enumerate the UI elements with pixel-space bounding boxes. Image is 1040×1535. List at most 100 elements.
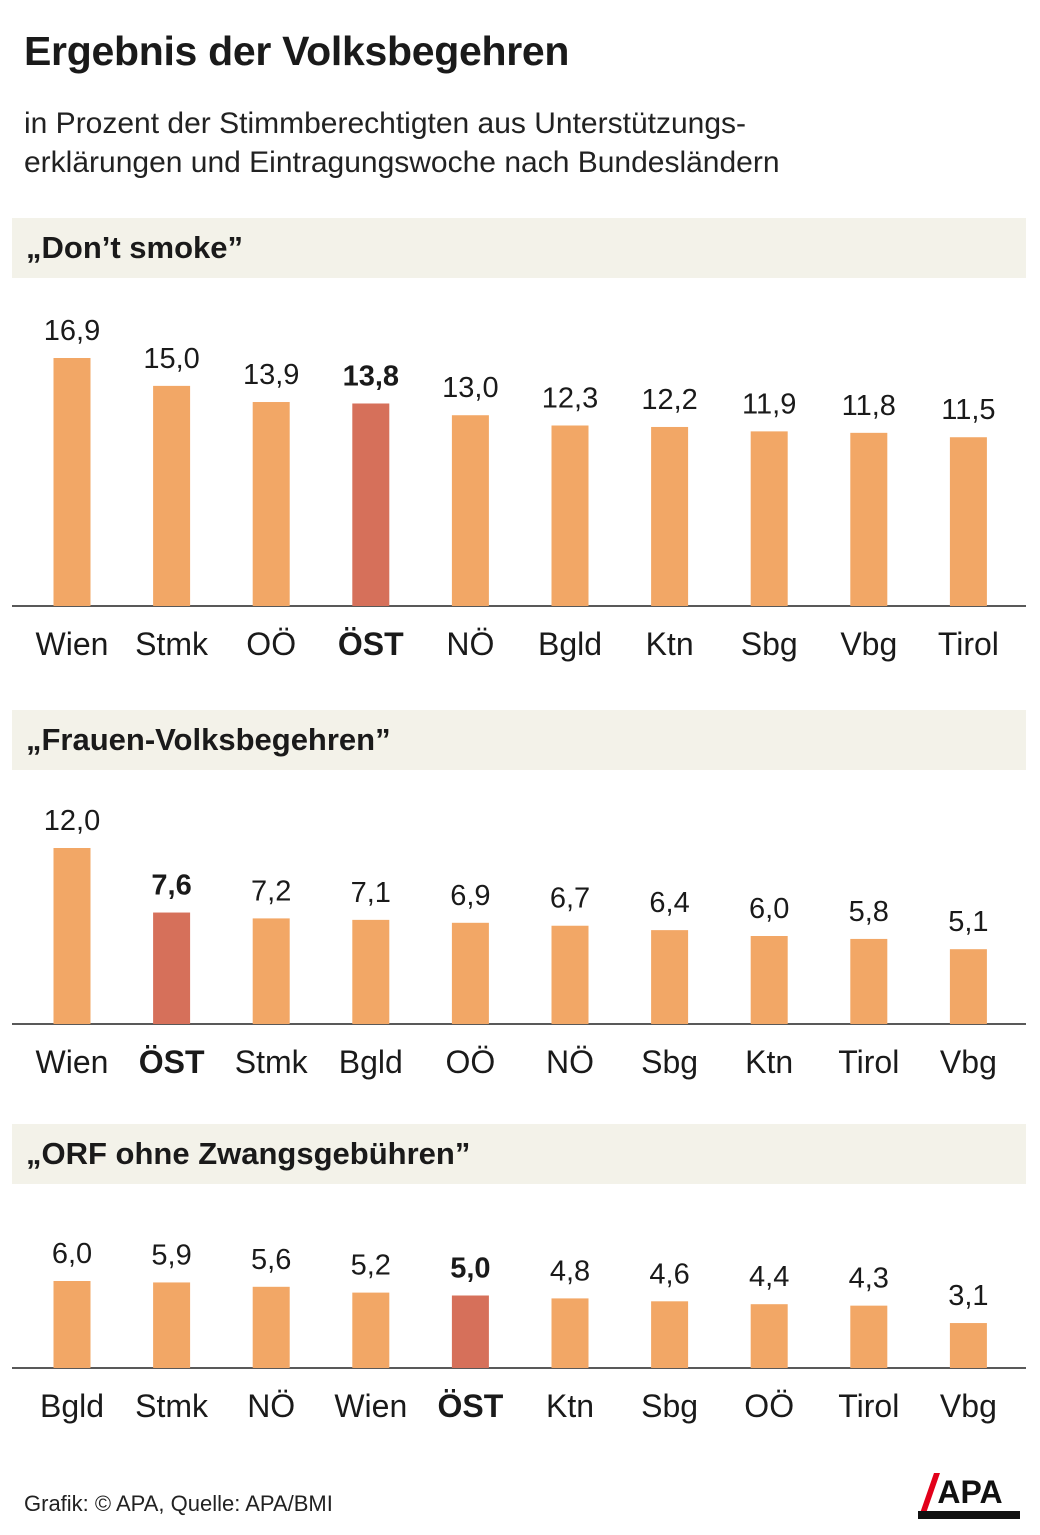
bar-vbg [850, 432, 888, 606]
value-label-ooe: 4,4 [749, 1261, 789, 1293]
category-label-stmk: Stmk [135, 1388, 209, 1424]
logo-red-stripe [918, 1473, 940, 1519]
bar-oest [153, 912, 191, 1024]
source-credit: Grafik: © APA, Quelle: APA/BMI [24, 1491, 333, 1516]
bar-oest [352, 403, 390, 606]
value-label-noe: 6,7 [550, 883, 590, 915]
bar-noe [252, 1286, 290, 1368]
bar-tirol [850, 1305, 888, 1368]
value-label-vbg: 11,8 [842, 390, 896, 422]
bar-sbg [651, 930, 689, 1024]
value-label-stmk: 5,9 [151, 1239, 191, 1271]
category-label-wien: Wien [36, 626, 109, 662]
bar-wien [53, 358, 91, 606]
bar-tirol [949, 437, 987, 606]
category-label-oest: ÖST [438, 1388, 504, 1424]
apa-logo: APA [918, 1473, 1020, 1519]
category-label-tirol: Tirol [938, 626, 999, 662]
value-label-vbg: 5,1 [948, 906, 988, 938]
bar-stmk [252, 918, 290, 1024]
bar-chart-orf-ohne-zwangsgebuehren: 6,0 Bgld 5,9 Stmk 5,6 NÖ 5,2 Wien 5,0 ÖST 4,8 Ktn 4,… [12, 1238, 1026, 1424]
section-header-dont-smoke: „Don’t smoke” [12, 218, 1026, 278]
category-label-vbg: Vbg [840, 626, 897, 662]
category-label-ktn: Ktn [745, 1044, 793, 1080]
bar-noe [451, 415, 489, 606]
bar-wien [53, 848, 91, 1024]
bar-wien [352, 1292, 390, 1368]
category-label-noe: NÖ [446, 626, 494, 662]
value-label-oest: 5,0 [450, 1253, 490, 1285]
value-label-noe: 13,0 [442, 372, 498, 404]
bar-vbg [949, 949, 987, 1024]
value-label-oest: 7,6 [151, 870, 191, 902]
category-label-ktn: Ktn [646, 626, 694, 662]
category-label-bgld: Bgld [538, 626, 602, 662]
category-label-tirol: Tirol [838, 1388, 899, 1424]
section-title-orf-ohne-zwangsgebuehren: „ORF ohne Zwangsgebühren” [26, 1136, 471, 1171]
category-label-noe: NÖ [247, 1388, 295, 1424]
value-label-sbg: 6,4 [649, 887, 689, 919]
value-label-ooe: 6,9 [450, 880, 490, 912]
bar-bgld [551, 425, 589, 606]
category-label-tirol: Tirol [838, 1044, 899, 1080]
bar-ooe [252, 402, 290, 606]
section-title-dont-smoke: „Don’t smoke” [26, 230, 244, 265]
bar-stmk [153, 385, 191, 606]
value-label-wien: 16,9 [44, 315, 100, 347]
section-header-orf-ohne-zwangsgebuehren: „ORF ohne Zwangsgebühren” [12, 1124, 1026, 1184]
value-label-stmk: 7,2 [251, 875, 291, 907]
category-label-sbg: Sbg [641, 1044, 698, 1080]
bar-sbg [750, 431, 788, 606]
value-label-sbg: 11,9 [742, 388, 796, 420]
bar-ktn [750, 936, 788, 1024]
value-label-tirol: 11,5 [941, 394, 995, 426]
section-header-frauen-volksbegehren: „Frauen-Volksbegehren” [12, 710, 1026, 770]
bar-sbg [651, 1301, 689, 1368]
category-label-bgld: Bgld [339, 1044, 403, 1080]
bar-oest [451, 1295, 489, 1368]
bar-ooe [750, 1304, 788, 1368]
value-label-noe: 5,6 [251, 1244, 291, 1276]
bar-chart-frauen-volksbegehren: 12,0 Wien 7,6 ÖST 7,2 Stmk 7,1 Bgld 6,9 OÖ 6,7 NÖ 6,… [12, 805, 1026, 1080]
value-label-wien: 5,2 [351, 1250, 391, 1282]
value-label-tirol: 5,8 [849, 896, 889, 928]
category-label-ooe: OÖ [744, 1388, 794, 1424]
category-label-sbg: Sbg [741, 626, 798, 662]
category-label-wien: Wien [36, 1044, 109, 1080]
category-label-noe: NÖ [546, 1044, 594, 1080]
category-label-ooe: OÖ [246, 626, 296, 662]
category-label-sbg: Sbg [641, 1388, 698, 1424]
logo-base-bar [918, 1511, 1020, 1519]
value-label-sbg: 4,6 [649, 1258, 689, 1290]
chart-title: Ergebnis der Volksbegehren [24, 28, 570, 74]
value-label-ooe: 13,9 [243, 359, 299, 391]
category-label-bgld: Bgld [40, 1388, 104, 1424]
bar-ooe [451, 922, 489, 1024]
value-label-stmk: 15,0 [143, 343, 199, 375]
category-label-vbg: Vbg [940, 1388, 997, 1424]
category-label-ooe: OÖ [446, 1044, 496, 1080]
value-label-bgld: 7,1 [351, 877, 391, 909]
value-label-tirol: 4,3 [849, 1263, 889, 1295]
value-label-ktn: 4,8 [550, 1255, 590, 1287]
category-label-vbg: Vbg [940, 1044, 997, 1080]
bar-stmk [153, 1282, 191, 1368]
chart-subtitle: in Prozent der Stimmberechtigten aus Unt… [24, 104, 1014, 182]
category-label-wien: Wien [334, 1388, 407, 1424]
category-label-oest: ÖST [139, 1044, 205, 1080]
value-label-wien: 12,0 [44, 805, 100, 837]
value-label-oest: 13,8 [343, 360, 399, 392]
subtitle-line-1: in Prozent der Stimmberechtigten aus Unt… [24, 107, 747, 140]
subtitle-line-2: erklärungen und Eintragungswoche nach Bu… [24, 146, 780, 179]
category-label-oest: ÖST [338, 626, 404, 662]
bar-ktn [551, 1298, 589, 1368]
bar-ktn [651, 426, 689, 606]
bar-chart-dont-smoke: 16,9 Wien 15,0 Stmk 13,9 OÖ 13,8 ÖST 13,0 NÖ 12,3 B… [12, 315, 1026, 662]
logo-text: APA [937, 1474, 1002, 1510]
value-label-bgld: 12,3 [542, 383, 598, 415]
bar-tirol [850, 938, 888, 1024]
bar-noe [551, 925, 589, 1024]
value-label-vbg: 3,1 [948, 1280, 988, 1312]
bar-vbg [949, 1323, 987, 1368]
category-label-stmk: Stmk [235, 1044, 309, 1080]
